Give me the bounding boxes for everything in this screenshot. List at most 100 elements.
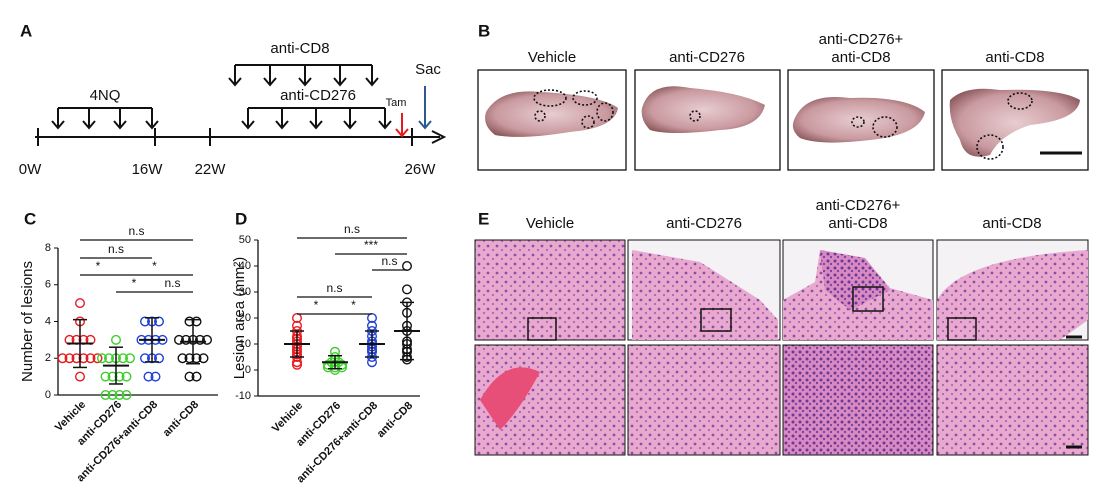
significance-label: n.s <box>164 276 180 290</box>
data-point <box>92 353 103 364</box>
data-point <box>124 353 135 364</box>
histology-panel <box>474 239 1089 456</box>
arrow-head <box>82 120 96 130</box>
data-point <box>74 371 85 382</box>
treatment-label: anti-CD8 <box>270 40 329 57</box>
data-point <box>201 334 212 345</box>
panel-label: D <box>235 209 247 228</box>
arrow-head <box>333 77 347 87</box>
data-point <box>96 353 107 364</box>
arrow-head <box>343 120 357 130</box>
significance-label: n.s <box>128 224 144 238</box>
data-point <box>64 353 75 364</box>
panel-label: E <box>478 209 489 228</box>
photo <box>477 69 627 171</box>
y-tick-label: 10 <box>239 338 251 350</box>
timeline <box>35 64 447 146</box>
arrow-head <box>263 77 277 87</box>
data-point <box>107 390 118 401</box>
data-point <box>107 371 118 382</box>
y-tick-label: 0 <box>45 389 51 401</box>
y-tick-label: 8 <box>45 242 51 254</box>
arrow-head <box>113 120 127 130</box>
arrow-head <box>298 77 312 87</box>
data-point <box>402 261 413 272</box>
data-point <box>100 371 111 382</box>
y-axis-label: Lesion area (mm²) <box>231 257 248 380</box>
photo <box>941 69 1089 171</box>
arrow-head <box>418 120 432 130</box>
significance-label: n.s <box>326 281 342 295</box>
data-point <box>114 390 125 401</box>
y-tick-label: 0 <box>245 364 251 376</box>
data-point <box>184 371 195 382</box>
data-point <box>78 353 89 364</box>
data-point <box>74 298 85 309</box>
data-point <box>184 316 195 327</box>
panel-label: B <box>478 21 490 40</box>
data-point <box>110 334 121 345</box>
arrow-head <box>309 120 323 130</box>
significance-label: * <box>351 298 356 312</box>
data-point <box>191 371 202 382</box>
data-point <box>100 390 111 401</box>
y-tick-label: 20 <box>239 312 251 324</box>
data-point <box>143 371 154 382</box>
group-title: anti-CD8 <box>985 49 1044 66</box>
arrow-head <box>228 77 242 87</box>
significance-label: n.s <box>381 254 397 268</box>
data-point <box>191 353 202 364</box>
data-point <box>85 353 96 364</box>
data-point <box>57 353 68 364</box>
group-title: anti-CD276 <box>669 49 745 66</box>
data-point <box>402 284 413 295</box>
group-title: Vehicle <box>528 49 576 66</box>
panel-label: A <box>20 21 32 40</box>
arrow-head <box>365 77 379 87</box>
significance-label: n.s <box>108 242 124 256</box>
data-point <box>71 353 82 364</box>
arrow-head <box>395 128 409 138</box>
y-tick-label: 2 <box>45 352 51 364</box>
significance-label: * <box>96 259 101 273</box>
y-tick-label: 4 <box>45 315 51 327</box>
arrow-head <box>378 120 392 130</box>
x-tick-label: anti-CD8 <box>375 400 415 440</box>
data-point <box>173 334 184 345</box>
photo-panel <box>477 69 1089 171</box>
photo <box>634 69 781 171</box>
y-tick-label: -10 <box>235 390 251 402</box>
data-point <box>121 390 132 401</box>
significance-label: * <box>152 259 157 273</box>
arrow-head <box>275 120 289 130</box>
data-point <box>184 353 195 364</box>
y-tick-label: 50 <box>239 234 251 246</box>
y-tick-label: 40 <box>239 260 251 272</box>
data-point <box>150 371 161 382</box>
arrow-head <box>51 120 65 130</box>
event-label: Tam <box>386 97 407 109</box>
group-title: anti-CD276+ <box>819 31 904 48</box>
data-point <box>180 334 191 345</box>
group-title: anti-CD276 <box>666 215 742 232</box>
group-title: anti-CD8 <box>982 215 1041 232</box>
x-tick-label: Vehicle <box>270 400 305 435</box>
week-label: 22W <box>195 161 227 178</box>
event-label: Sac <box>415 61 441 78</box>
significance-label: * <box>314 298 319 312</box>
significance-label: *** <box>364 238 378 252</box>
data-point <box>198 353 209 364</box>
y-tick-label: 30 <box>239 286 251 298</box>
week-label: 26W <box>405 161 437 178</box>
y-tick-label: 6 <box>45 279 51 291</box>
arrow-head <box>241 120 255 130</box>
data-point <box>194 334 205 345</box>
significance-label: * <box>132 276 137 290</box>
week-label: 16W <box>132 161 164 178</box>
x-tick-label: Vehicle <box>53 399 88 434</box>
data-point <box>292 357 303 368</box>
data-point <box>114 371 125 382</box>
significance-label: n.s <box>344 222 360 236</box>
data-point <box>177 353 188 364</box>
